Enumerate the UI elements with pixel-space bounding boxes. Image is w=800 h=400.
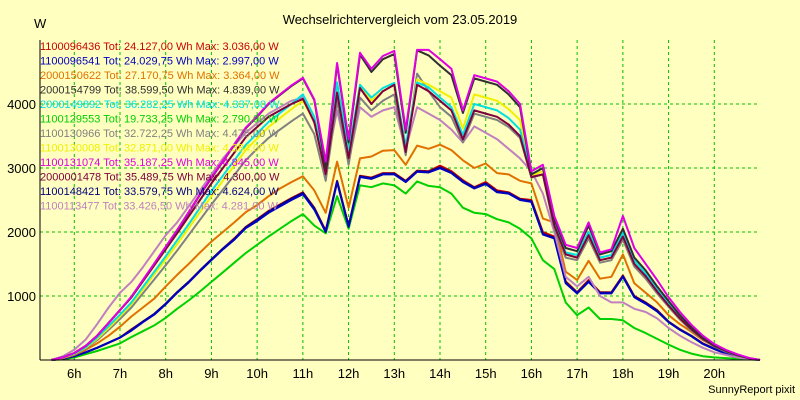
legend-entry: 2000150622 Tot: 27.170,75 Wh Max: 3.364,… — [40, 70, 280, 82]
y-tick-label: 3000 — [7, 161, 36, 176]
y-tick-label: 4000 — [7, 97, 36, 112]
y-tick-label: 1000 — [7, 289, 36, 304]
x-tick-label: 12h — [338, 366, 360, 381]
series-line-1100130966 — [51, 72, 761, 361]
footer-credit: SunnyReport pixit — [708, 384, 795, 396]
x-tick-label: 16h — [521, 366, 543, 381]
legend-entry: 1100130966 Tot: 32.722,25 Wh Max: 4.475,… — [40, 128, 279, 140]
x-tick-label: 18h — [612, 366, 634, 381]
legend-entry: 2000149892 Tot: 36.282,25 Wh Max: 4.337,… — [40, 99, 280, 111]
legend-entry: 1100113477 Tot: 33.426,50 Wh Max: 4.281,… — [40, 201, 279, 213]
legend-entry: 1100129553 Tot: 19.733,25 Wh Max: 2.790,… — [40, 114, 279, 126]
series-lines — [51, 48, 761, 361]
chart-title: Wechselrichtervergleich vom 23.05.2019 — [283, 12, 518, 27]
x-tick-label: 17h — [566, 366, 588, 381]
grid — [40, 40, 760, 360]
legend-entry: 1100148421 Tot: 33.579,75 Wh Max: 4.624,… — [40, 186, 279, 198]
x-tick-label: 14h — [429, 366, 451, 381]
legend-entry: 1100096436 Tot: 24.127,00 Wh Max: 3.036,… — [40, 41, 279, 53]
legend: 1100096436 Tot: 24.127,00 Wh Max: 3.036,… — [40, 41, 280, 213]
y-tick-label: 2000 — [7, 225, 36, 240]
x-tick-label: 10h — [246, 366, 268, 381]
y-unit-label: W — [34, 16, 47, 31]
x-tick-label: 15h — [475, 366, 497, 381]
x-tick-label: 6h — [67, 366, 81, 381]
series-line-2000149892 — [51, 81, 761, 361]
series-line-1100131074 — [51, 48, 761, 361]
legend-entry: 1100096541 Tot: 24.029,75 Wh Max: 2.997,… — [40, 56, 279, 68]
x-tick-label: 7h — [113, 366, 127, 381]
series-line-1100096541 — [51, 167, 761, 361]
x-tick-label: 19h — [658, 366, 680, 381]
x-tick-label: 9h — [204, 366, 218, 381]
legend-entry: 1100131074 Tot: 35.187,25 Wh Max: 4.845,… — [40, 157, 279, 169]
legend-entry: 1100130008 Tot: 32.871,00 Wh Max: 4.384,… — [40, 143, 279, 155]
x-tick-labels: 6h 7h 8h 9h 10h 11h 12h 13h 14h 15h 16h 17h 18h 19h 20… — [67, 366, 725, 381]
y-tick-labels: 1000 2000 3000 4000 — [7, 97, 36, 304]
series-line-2000150622 — [51, 143, 761, 361]
series-line-2000001478 — [51, 83, 761, 361]
x-tick-label: 20h — [703, 366, 725, 381]
x-tick-label: 8h — [158, 366, 172, 381]
series-line-1100129553 — [51, 180, 761, 361]
x-tick-label: 11h — [292, 366, 313, 381]
x-tick-label: 13h — [383, 366, 405, 381]
legend-entry: 2000001478 Tot: 35.489,75 Wh Max: 4.300,… — [40, 172, 280, 184]
legend-entry: 2000154799 Tot: 38.599,50 Wh Max: 4.839,… — [40, 85, 280, 97]
